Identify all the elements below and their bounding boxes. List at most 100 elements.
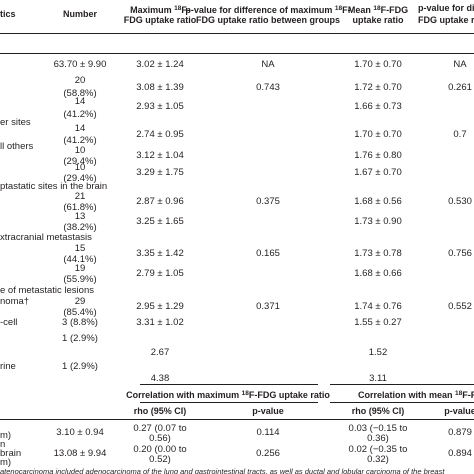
text: F-FDG uptake ratio xyxy=(248,390,330,400)
text: F-FDG uptake xyxy=(462,390,474,400)
row-label: ptastatic sites in the brain xyxy=(0,181,108,192)
cell: 0.114 xyxy=(256,427,280,438)
cell: 1.70 ± 0.70 xyxy=(354,59,402,70)
cell: 1.72 ± 0.70 xyxy=(354,82,402,93)
cell: 15 xyxy=(74,243,86,254)
cell: 1.76 ± 0.80 xyxy=(354,150,402,161)
cell: 1.74 ± 0.76 xyxy=(354,301,402,312)
cell: 3 (8.8%) xyxy=(62,317,98,328)
superscript: 18 xyxy=(373,5,381,12)
superscript: 18 xyxy=(334,5,343,12)
header-cell: rho (95% CI) xyxy=(351,406,405,416)
cell: 13 xyxy=(74,211,86,222)
header-cell: tics xyxy=(0,9,16,19)
cell: 0.27 (0.07 to xyxy=(133,423,187,434)
cell: 1.67 ± 0.70 xyxy=(354,167,402,178)
text: F- xyxy=(181,5,190,15)
cell: (41.2%) xyxy=(63,109,97,120)
cell: (55.9%) xyxy=(63,274,97,285)
cell: 29 xyxy=(74,296,86,307)
cell: NA xyxy=(453,59,467,70)
cell: 10 xyxy=(74,162,86,173)
table2-rule xyxy=(330,402,474,403)
cell: 13.08 ± 9.94 xyxy=(53,448,107,459)
header-cell: uptake ratio xyxy=(352,15,403,26)
text: Maximum xyxy=(130,5,175,15)
cell: (29.4%) xyxy=(63,173,97,184)
cell: 0.7 xyxy=(453,129,467,140)
row-label: m) xyxy=(0,457,12,468)
cell: 2.87 ± 0.96 xyxy=(136,196,184,207)
cell: 3.10 ± 0.94 xyxy=(56,427,104,438)
cell: 0.32) xyxy=(367,454,389,465)
cell: 2.74 ± 0.95 xyxy=(136,129,184,140)
row-label: m) xyxy=(0,430,12,441)
cell: 0.552 xyxy=(448,301,472,312)
row-label: e of metastatic lesions xyxy=(0,285,94,296)
cell: 0.02 (−0.35 to xyxy=(348,444,408,455)
text: FDG uptake ratio betw xyxy=(418,15,474,25)
header-rule xyxy=(0,53,474,54)
cell: 3.31 ± 1.02 xyxy=(136,317,184,328)
cell: 1.68 ± 0.56 xyxy=(354,196,402,207)
row-label: rine xyxy=(0,361,16,372)
cell: 3.02 ± 1.24 xyxy=(136,59,184,70)
cell: 1.68 ± 0.66 xyxy=(354,268,402,279)
table2-rule xyxy=(140,402,318,403)
cell: 0.530 xyxy=(448,196,472,207)
cell: 0.03 (−0.15 to xyxy=(348,423,408,434)
header-cell: rho (95% CI) xyxy=(133,406,187,416)
cell: (85.4%) xyxy=(63,307,97,318)
text: Correlation with maximum xyxy=(126,390,242,400)
cell: 1.73 ± 0.90 xyxy=(354,216,402,227)
cell: (61.8%) xyxy=(63,202,97,213)
cell: 0.36) xyxy=(367,433,389,444)
cell: 0.756 xyxy=(448,248,472,259)
text: F-FDG xyxy=(380,5,409,15)
header-cell: FDG uptake ratio betw xyxy=(418,15,474,26)
cell: 0.261 xyxy=(448,82,472,93)
text: FDG uptake ratio xyxy=(123,15,197,25)
cell: NA xyxy=(261,59,275,70)
cell: 14 xyxy=(74,123,86,134)
cell: 3.11 xyxy=(369,373,387,384)
cell: 0.371 xyxy=(256,301,280,312)
row-label: er sites xyxy=(0,117,31,128)
text: F- xyxy=(342,5,351,15)
header-cell: Maximum 18F- xyxy=(130,3,190,16)
row-label: noma† xyxy=(0,296,30,307)
cell: (41.2%) xyxy=(63,135,97,146)
cell: 0.743 xyxy=(256,82,280,93)
cell: 3.12 ± 1.04 xyxy=(136,150,184,161)
cell: 0.165 xyxy=(256,248,280,259)
table2-rule xyxy=(330,384,474,385)
cell: (29.4%) xyxy=(63,156,97,167)
cell: 0.256 xyxy=(256,448,280,459)
cell: 1.70 ± 0.70 xyxy=(354,129,402,140)
cell: (38.2%) xyxy=(63,222,97,233)
header-cell: Correlation with maximum 18F-FDG uptake … xyxy=(126,388,330,401)
header-cell: p-value xyxy=(444,406,474,416)
row-label: xtracranial metastasis xyxy=(0,232,92,243)
cell: 1.55 ± 0.27 xyxy=(354,317,402,328)
superscript: 18 xyxy=(455,390,463,397)
cell: 0.894 xyxy=(448,448,472,459)
row-label: brain xyxy=(0,448,22,459)
cell: 3.35 ± 1.42 xyxy=(136,248,184,259)
cell: (58.8%) xyxy=(63,88,97,99)
cell: 3.08 ± 1.39 xyxy=(136,82,184,93)
cell: 21 xyxy=(74,191,86,202)
header-cell: Correlation with mean 18F-FDG uptake xyxy=(358,388,474,401)
header-rule xyxy=(0,33,474,34)
cell: 63.70 ± 9.90 xyxy=(53,59,107,70)
superscript: 18 xyxy=(174,5,182,12)
cell: 0.56) xyxy=(149,433,171,444)
cell: 0.375 xyxy=(256,196,280,207)
text: p-value for difference of maximum xyxy=(185,5,335,15)
cell: 2.67 xyxy=(150,347,170,358)
header-cell: p-value for difference of maximum 18F- xyxy=(185,3,350,16)
cell: 4.38 xyxy=(150,373,170,384)
text: uptake ratio xyxy=(352,15,404,25)
text: Mean xyxy=(347,5,374,15)
header-cell: p-value xyxy=(252,406,284,416)
